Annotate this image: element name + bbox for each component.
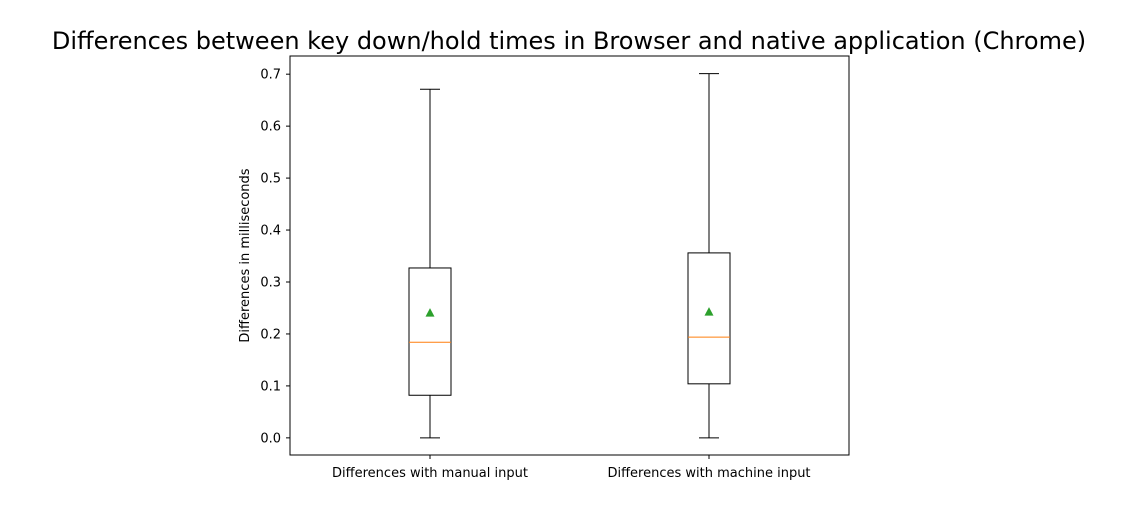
- y-tick-label: 0.7: [260, 68, 281, 83]
- iqr-box: [408, 267, 452, 396]
- y-axis-label: Differences in milliseconds: [238, 168, 253, 342]
- y-tick-label: 0.6: [260, 120, 281, 135]
- mean-marker: [704, 307, 714, 316]
- y-tick-label: 0.1: [260, 379, 281, 394]
- x-axis-ticks: Differences with manual input Differences…: [332, 455, 811, 481]
- mean-marker: [425, 308, 435, 317]
- y-tick-label: 0.2: [260, 327, 281, 342]
- y-tick-label: 0.0: [260, 431, 281, 446]
- y-axis-ticks: 0.0 0.1 0.2 0.3 0.4 0.5 0.6 0.7: [260, 68, 290, 446]
- box-2: [687, 73, 731, 439]
- chart-title: Differences between key down/hold times …: [52, 27, 1086, 55]
- plot-area-frame: [289, 55, 850, 456]
- box-series: [408, 73, 731, 439]
- box-1: [408, 88, 452, 439]
- x-tick-label: Differences with manual input: [332, 466, 528, 481]
- x-tick-label: Differences with machine input: [607, 466, 810, 481]
- y-tick-label: 0.5: [260, 172, 281, 187]
- y-tick-label: 0.4: [260, 224, 281, 239]
- y-tick-label: 0.3: [260, 275, 281, 290]
- iqr-box: [687, 252, 731, 385]
